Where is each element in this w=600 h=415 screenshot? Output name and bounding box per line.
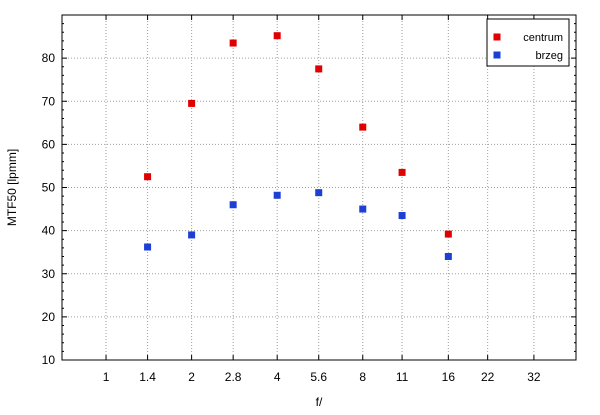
point-brzeg [229,201,237,209]
legend-marker-centrum [493,33,501,41]
legend: centrum brzeg [486,18,570,67]
x-tick-label: 8 [359,370,366,384]
point-brzeg [444,253,452,260]
point-brzeg [188,231,196,239]
x-tick-label: 2 [188,370,195,384]
x-axis-label: f/ [316,395,323,409]
x-tick-label: 4 [274,370,281,384]
x-tick-label: 32 [527,370,541,384]
point-centrum [315,65,323,73]
point-brzeg [359,205,367,213]
point-centrum [229,39,237,47]
x-tick-label: 5.6 [310,370,327,384]
x-tick-label: 1 [103,370,110,384]
legend-label-centrum: centrum [523,32,563,44]
point-centrum [359,123,367,131]
x-tick-label: 11 [396,370,409,384]
point-centrum [398,168,406,176]
point-centrum [444,230,452,238]
point-centrum [188,99,196,107]
y-axis-label: MTF50 [lpmm] [5,149,19,226]
y-tick-label: 80 [42,51,56,65]
point-centrum [273,32,281,40]
legend-marker-brzeg [493,51,501,59]
point-brzeg [273,191,281,199]
x-tick-label: 16 [442,370,456,384]
grid [62,15,576,360]
y-tick-label: 20 [42,310,56,324]
point-brzeg [398,212,406,220]
x-tick-label: 2.8 [225,370,242,384]
y-tick-label: 30 [42,267,56,281]
y-tick-label: 50 [42,181,56,195]
point-centrum [144,173,152,181]
y-tick-label: 70 [42,94,56,108]
y-tick-label: 10 [42,353,56,367]
y-tick-label: 60 [42,137,56,151]
tick-labels: 10 20 30 40 50 60 70 80 1 1.4 2 2.8 4 5.6 8 11 16 22 32 [42,51,541,384]
ticks [62,15,576,361]
x-tick-label: 1.4 [139,370,156,384]
y-tick-label: 40 [42,224,56,238]
point-brzeg [315,189,323,197]
point-brzeg [144,243,152,251]
legend-label-brzeg: brzeg [535,50,563,62]
x-tick-label: 22 [481,370,495,384]
legend-box [486,18,570,67]
data-points [144,32,452,260]
